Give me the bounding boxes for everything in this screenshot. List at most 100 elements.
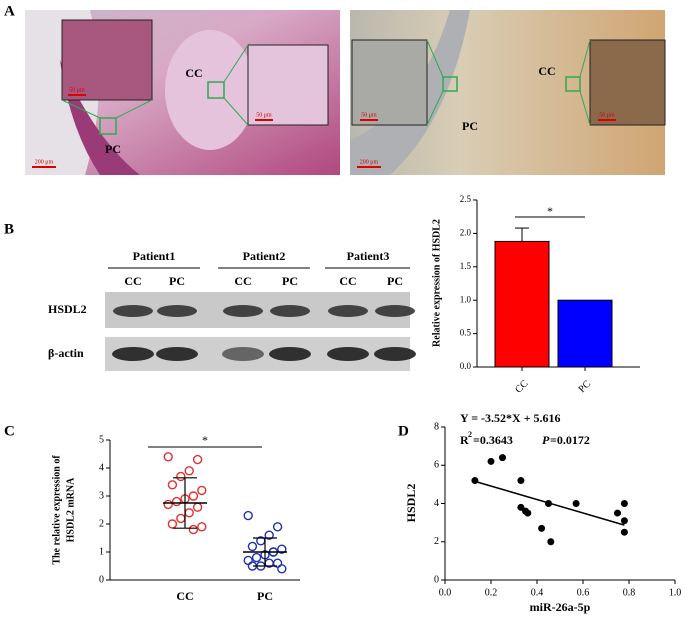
r2-label: R xyxy=(460,433,469,447)
panel-label: C xyxy=(4,423,15,439)
panel-label: D xyxy=(398,423,409,439)
y-tick-label: 2 xyxy=(434,536,439,547)
x-tick-label: PC xyxy=(577,378,594,395)
x-tick-label: 0.8 xyxy=(623,587,636,598)
he-image xyxy=(25,10,340,175)
x-tick-label: CC xyxy=(513,378,530,395)
scale-label: 50 μm xyxy=(256,112,272,118)
y-tick-label: 5 xyxy=(99,434,104,445)
band xyxy=(223,305,263,317)
region-label: CC xyxy=(185,66,202,80)
point xyxy=(184,508,194,518)
lane-label: CC xyxy=(339,274,356,288)
x-tick-label: 0.0 xyxy=(439,587,452,598)
point xyxy=(264,530,274,540)
bar xyxy=(557,299,613,368)
r2-label: =0.3643 xyxy=(473,433,513,447)
equation: Y = -3.52*X + 5.616 xyxy=(460,411,561,425)
band xyxy=(156,347,198,361)
patient-label: Patient2 xyxy=(243,249,286,263)
lane-label: CC xyxy=(234,274,251,288)
lane-label: CC xyxy=(124,274,141,288)
panel-label: B xyxy=(4,221,14,237)
point xyxy=(620,528,628,536)
point xyxy=(188,524,199,535)
band xyxy=(113,305,153,317)
point xyxy=(192,502,203,512)
patient-label: Patient1 xyxy=(133,249,176,263)
point xyxy=(188,491,199,501)
point xyxy=(197,522,207,532)
band xyxy=(375,305,415,317)
blot xyxy=(105,292,410,371)
y-tick-label: 2.0 xyxy=(460,227,472,237)
x-tick-label: CC xyxy=(176,589,193,603)
lane-label: PC xyxy=(387,274,403,288)
p-label: P xyxy=(542,433,550,447)
point xyxy=(524,509,532,517)
y-tick-label: 0.5 xyxy=(460,328,472,338)
ihc-image xyxy=(350,10,666,175)
band xyxy=(374,347,416,361)
point xyxy=(272,522,283,532)
y-tick-label: 1.0 xyxy=(460,294,472,304)
y-tick-label: 1 xyxy=(99,546,104,557)
region-label: PC xyxy=(462,119,478,133)
point xyxy=(487,457,495,465)
point xyxy=(517,503,525,511)
y-axis-label: HSDL2 mRNA xyxy=(65,477,76,543)
y-tick-label: 8 xyxy=(434,421,439,432)
point xyxy=(277,564,287,574)
point xyxy=(197,485,207,496)
r2-label: 2 xyxy=(468,430,472,439)
significance: * xyxy=(547,204,553,218)
bar xyxy=(494,240,550,368)
band xyxy=(270,305,310,317)
row-label: HSDL2 xyxy=(48,302,87,316)
point xyxy=(243,510,253,521)
band xyxy=(222,347,264,361)
point xyxy=(251,552,262,563)
scale-label: 50 μm xyxy=(599,112,615,118)
point xyxy=(176,513,186,524)
significance: * xyxy=(202,433,208,447)
scale-label: 50 μm xyxy=(361,112,377,118)
band xyxy=(157,305,197,317)
band xyxy=(269,347,311,361)
y-axis-label: The relative expression of xyxy=(51,455,62,565)
band xyxy=(327,347,369,361)
x-tick-label: 0.6 xyxy=(577,587,590,598)
point xyxy=(277,544,287,554)
point xyxy=(243,555,253,566)
y-tick-label: 2 xyxy=(99,518,104,529)
point xyxy=(184,466,194,476)
x-tick-label: 0.2 xyxy=(485,587,498,598)
point xyxy=(545,500,552,507)
band xyxy=(112,347,154,361)
y-tick-label: 2.5 xyxy=(460,194,472,204)
region-label: PC xyxy=(105,142,121,156)
y-tick-label: 0 xyxy=(99,574,104,585)
x-tick-label: 1.0 xyxy=(669,587,682,598)
row-label: β-actin xyxy=(48,346,84,360)
y-tick-label: 0 xyxy=(434,574,439,585)
point xyxy=(471,477,479,485)
scale-label: 200 μm xyxy=(35,159,54,165)
point xyxy=(167,519,178,529)
point xyxy=(176,471,186,482)
y-tick-label: 6 xyxy=(434,460,439,471)
point xyxy=(171,496,182,507)
x-tick-label: PC xyxy=(257,589,273,603)
point xyxy=(499,454,506,462)
patient-label: Patient3 xyxy=(347,249,390,263)
y-tick-label: 1.5 xyxy=(460,261,472,271)
y-tick-label: 3 xyxy=(99,490,104,501)
y-axis-label: Relative expression of HSDL2 xyxy=(431,219,442,347)
point xyxy=(517,477,525,485)
y-tick-label: 4 xyxy=(434,498,439,509)
x-tick-label: 0.4 xyxy=(531,587,544,598)
x-axis-label: miR-26a-5p xyxy=(530,600,591,614)
point xyxy=(538,524,546,532)
point xyxy=(163,452,173,462)
